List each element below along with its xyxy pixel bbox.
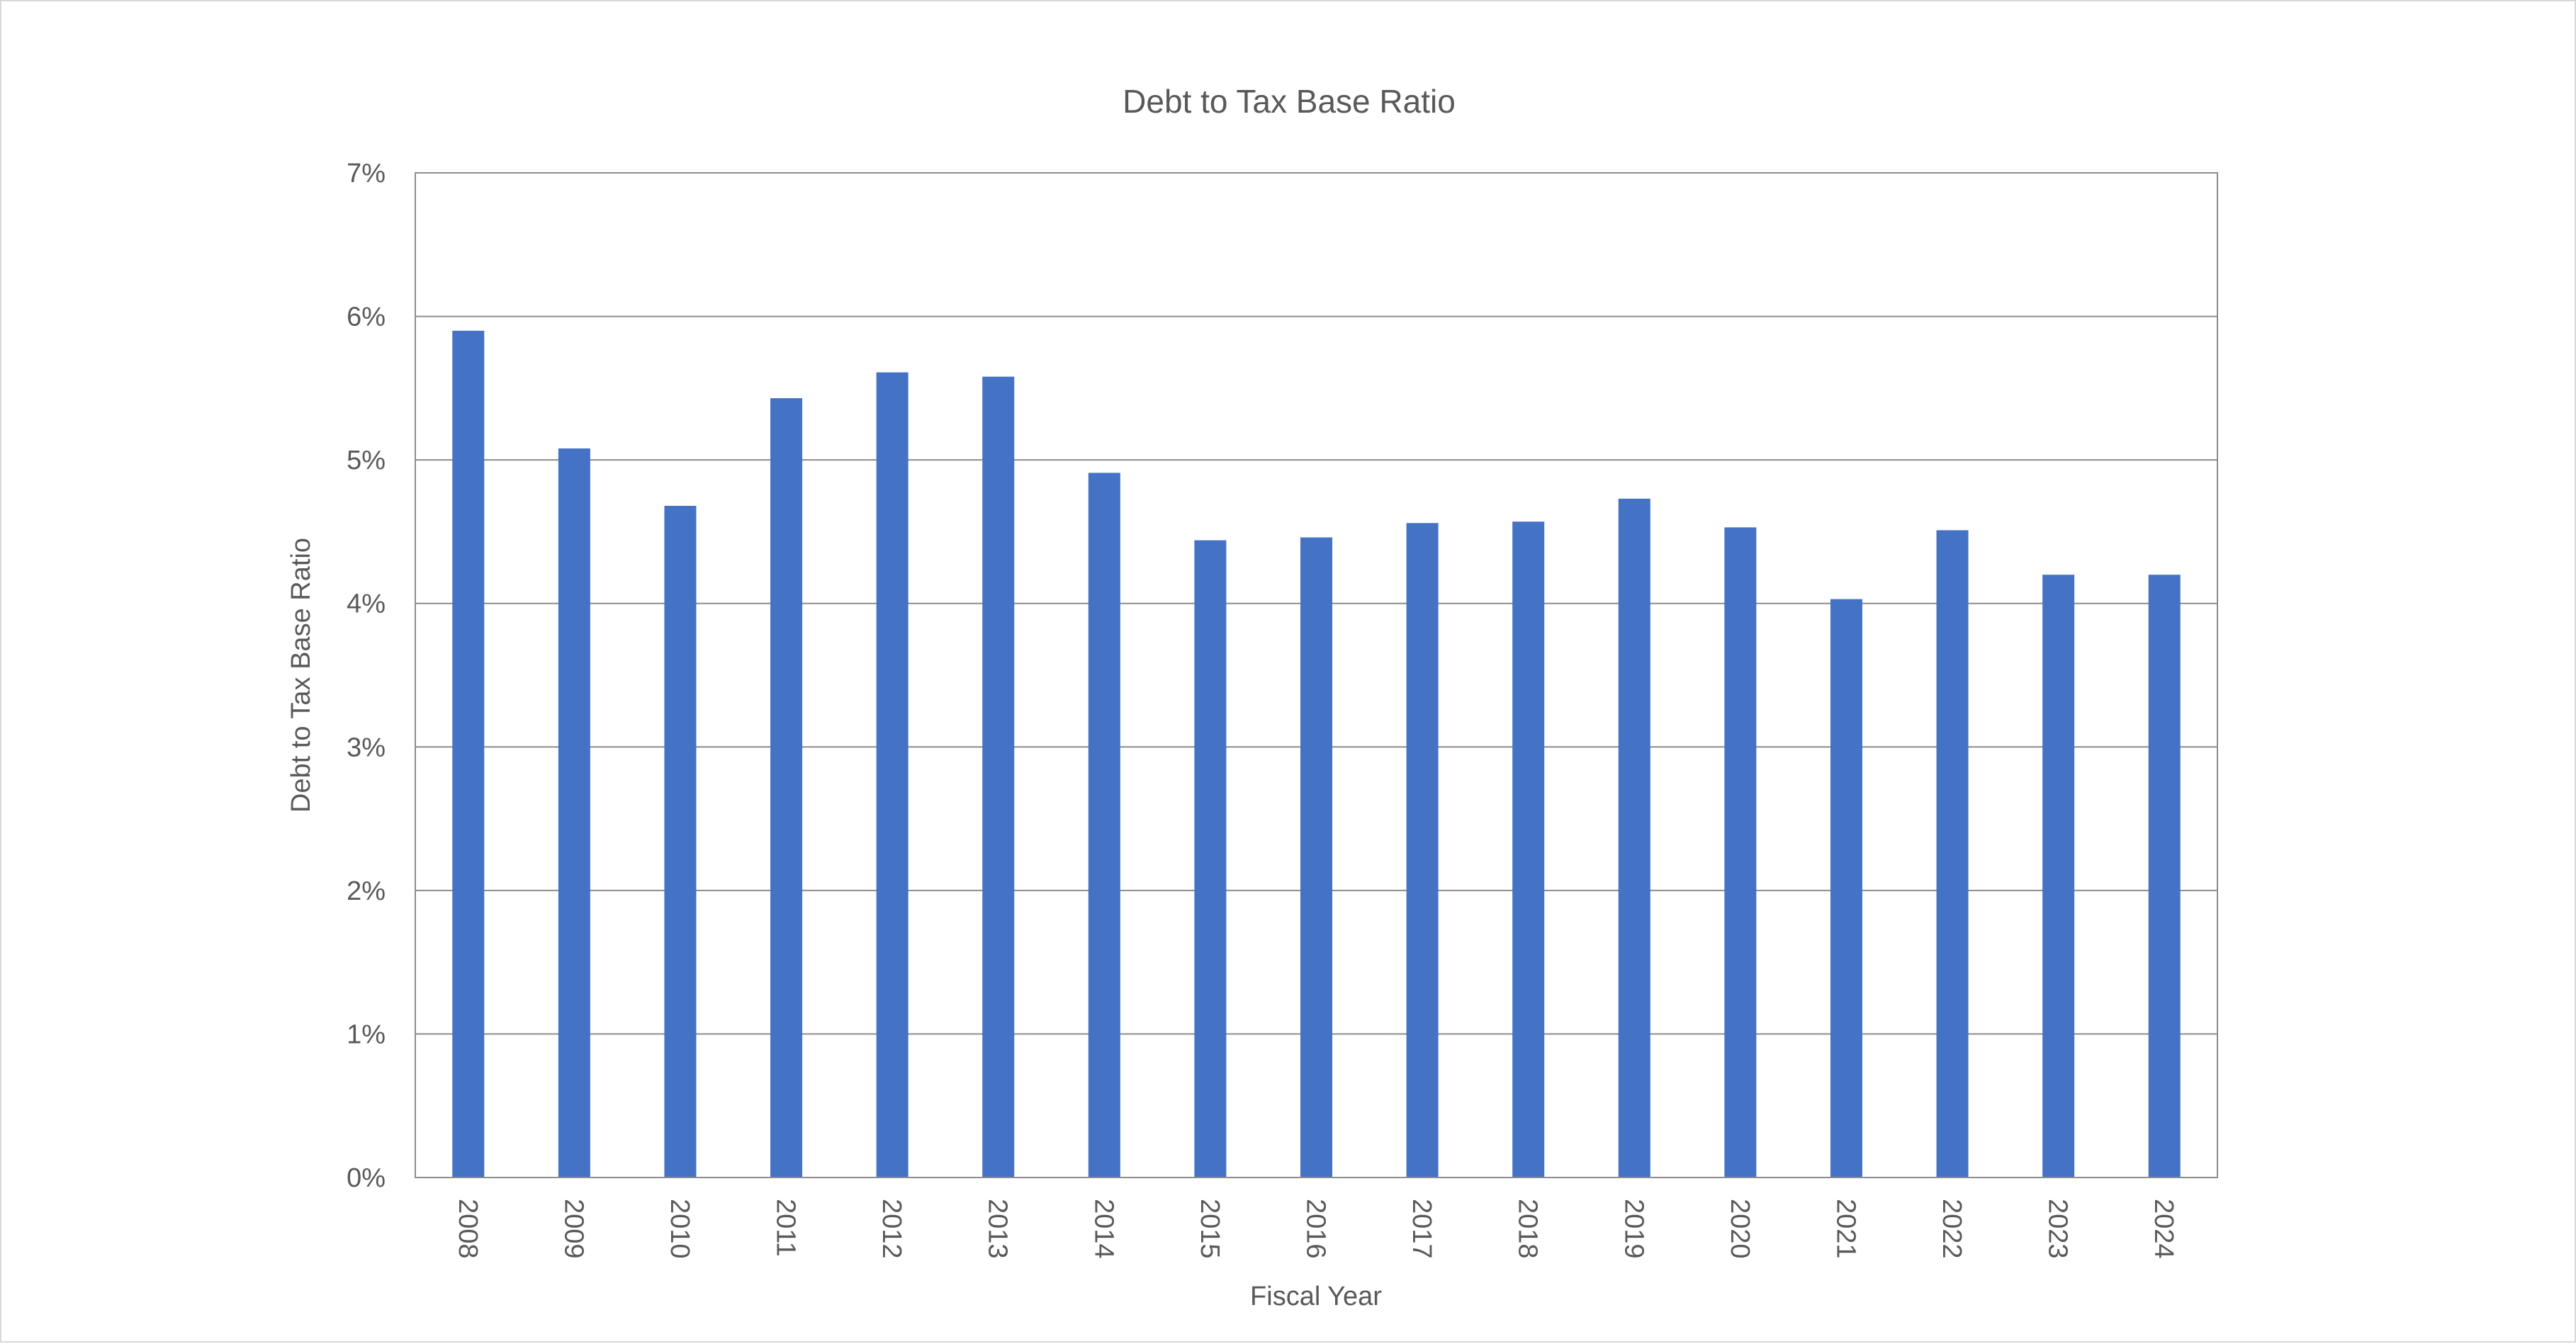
x-tick-label: 2010 [665, 1199, 694, 1259]
x-tick-label: 2012 [877, 1199, 906, 1259]
bar-2024 [2148, 575, 2181, 1178]
bar-2010 [664, 505, 697, 1178]
bar-2021 [1830, 599, 1862, 1178]
x-tick-label: 2011 [771, 1199, 801, 1257]
x-tick-label: 2016 [1301, 1199, 1331, 1259]
y-tick-label: 6% [347, 303, 386, 332]
x-tick-label: 2008 [453, 1199, 483, 1259]
bar-2012 [876, 372, 909, 1178]
bar-2022 [1936, 530, 1969, 1178]
y-tick-label: 2% [347, 876, 386, 906]
x-tick-label: 2013 [983, 1199, 1013, 1259]
bar-2009 [558, 448, 590, 1178]
y-axis-tick-labels: 0% 1% 2% 3% 4% 5% 6% 7% [347, 159, 386, 1193]
plot-area-border [415, 172, 2218, 1178]
x-tick-label: 2009 [558, 1199, 588, 1259]
bar-2020 [1724, 527, 1757, 1178]
bar-2018 [1512, 521, 1545, 1178]
y-tick-label: 4% [347, 589, 386, 619]
bar-2016 [1300, 537, 1332, 1178]
x-axis-title: Fiscal Year [1250, 1282, 1382, 1311]
y-tick-label: 5% [347, 446, 386, 475]
bar-2019 [1618, 498, 1650, 1178]
x-tick-label: 2022 [1937, 1199, 1967, 1259]
x-axis-tick-labels: 2008 2009 2010 2011 2012 2013 2014 2015 2016 2017… [453, 1199, 2178, 1259]
y-tick-label: 0% [347, 1163, 386, 1193]
x-tick-label: 2014 [1089, 1199, 1118, 1259]
x-tick-label: 2024 [2149, 1199, 2178, 1259]
y-axis-title: Debt to Tax Base Ratio [286, 538, 316, 813]
bar-2015 [1194, 540, 1227, 1178]
x-tick-label: 2019 [1619, 1199, 1648, 1259]
x-tick-label: 2015 [1195, 1199, 1225, 1259]
bar-2008 [452, 330, 485, 1178]
bar-2017 [1406, 523, 1439, 1178]
x-tick-label: 2023 [2043, 1199, 2073, 1259]
y-tick-label: 1% [347, 1020, 386, 1049]
bar-2014 [1088, 473, 1120, 1178]
y-tick-label: 7% [347, 159, 386, 188]
x-tick-label: 2020 [1725, 1199, 1755, 1259]
x-tick-label: 2021 [1830, 1199, 1860, 1259]
x-tick-label: 2017 [1407, 1199, 1436, 1259]
bars [452, 330, 2181, 1178]
chart-title: Debt to Tax Base Ratio [1123, 83, 1456, 120]
bar-2011 [770, 398, 803, 1178]
x-tick-label: 2018 [1513, 1199, 1543, 1259]
bar-2023 [2042, 575, 2075, 1178]
y-tick-label: 3% [347, 733, 386, 762]
bar-2013 [982, 376, 1015, 1178]
